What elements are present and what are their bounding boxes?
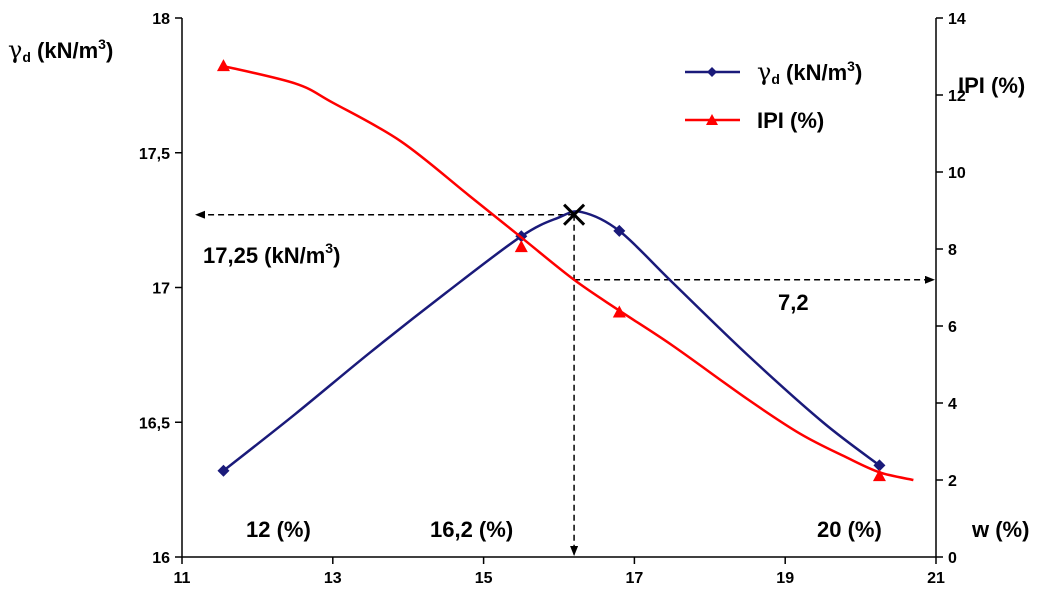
- data-point-gamma-d: [873, 459, 886, 472]
- right-y-tick-label: 14: [948, 11, 966, 28]
- right-y-ticks: 0 2 4 6 8 10 12 14: [936, 11, 966, 567]
- series-line-ipi: [223, 64, 914, 482]
- annotation-w-opt: 16,2 (%): [430, 517, 513, 542]
- annotation-w-high: 20 (%): [817, 517, 882, 542]
- right-y-tick-label: 12: [948, 88, 966, 105]
- x-axis-title: w (%): [971, 517, 1029, 542]
- left-y-tick-label: 16,5: [139, 415, 170, 432]
- left-y-axis-title: γd (kN/m3): [8, 36, 113, 65]
- data-point-ipi: [872, 469, 886, 482]
- legend-label-ipi: IPI (%): [757, 108, 824, 133]
- legend: γd (kN/m3) IPI (%): [685, 58, 862, 133]
- x-ticks: 11 13 15 17 19 21: [174, 557, 945, 587]
- x-tick-label: 21: [927, 570, 945, 587]
- right-y-tick-label: 2: [948, 473, 957, 490]
- x-tick-label: 11: [174, 570, 191, 587]
- legend-label-gamma-d: γd (kN/m3): [757, 58, 862, 87]
- data-point-gamma-d: [217, 464, 230, 477]
- left-y-ticks: 16 16,5 17 17,5 18: [139, 11, 182, 567]
- right-y-tick-label: 0: [948, 550, 957, 567]
- right-y-tick-label: 8: [948, 242, 957, 259]
- right-y-axis-title: IPI (%): [958, 73, 1025, 98]
- annotation-w-low: 12 (%): [246, 517, 311, 542]
- left-y-tick-label: 17,5: [139, 146, 170, 163]
- right-y-tick-label: 10: [948, 165, 966, 182]
- left-y-tick-label: 16: [152, 550, 170, 567]
- left-y-tick-label: 18: [152, 11, 170, 28]
- legend-marker-diamond: [707, 67, 717, 77]
- right-y-tick-label: 6: [948, 319, 957, 336]
- left-y-tick-label: 17: [152, 281, 170, 298]
- x-tick-label: 19: [776, 570, 794, 587]
- optimum-cross-marker: [563, 203, 586, 226]
- annotation-ipi-value: 7,2: [778, 290, 809, 315]
- cross-stroke: [563, 203, 586, 226]
- x-tick-label: 17: [626, 570, 644, 587]
- data-point-gamma-d: [613, 224, 626, 237]
- legend-marker-triangle: [706, 114, 718, 125]
- guide-lines: [195, 210, 935, 556]
- data-point-ipi: [514, 240, 528, 253]
- data-point-ipi: [612, 305, 626, 318]
- annotation-gamma-value: 17,25 (kN/m3): [203, 240, 340, 268]
- x-tick-label: 15: [475, 570, 493, 587]
- right-y-tick-label: 4: [948, 396, 957, 413]
- x-tick-label: 13: [324, 570, 342, 587]
- data-point-ipi: [216, 59, 230, 72]
